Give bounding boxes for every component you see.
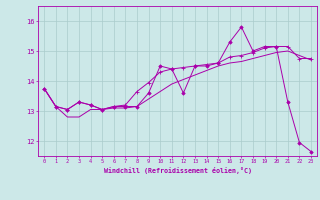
X-axis label: Windchill (Refroidissement éolien,°C): Windchill (Refroidissement éolien,°C) xyxy=(104,167,252,174)
